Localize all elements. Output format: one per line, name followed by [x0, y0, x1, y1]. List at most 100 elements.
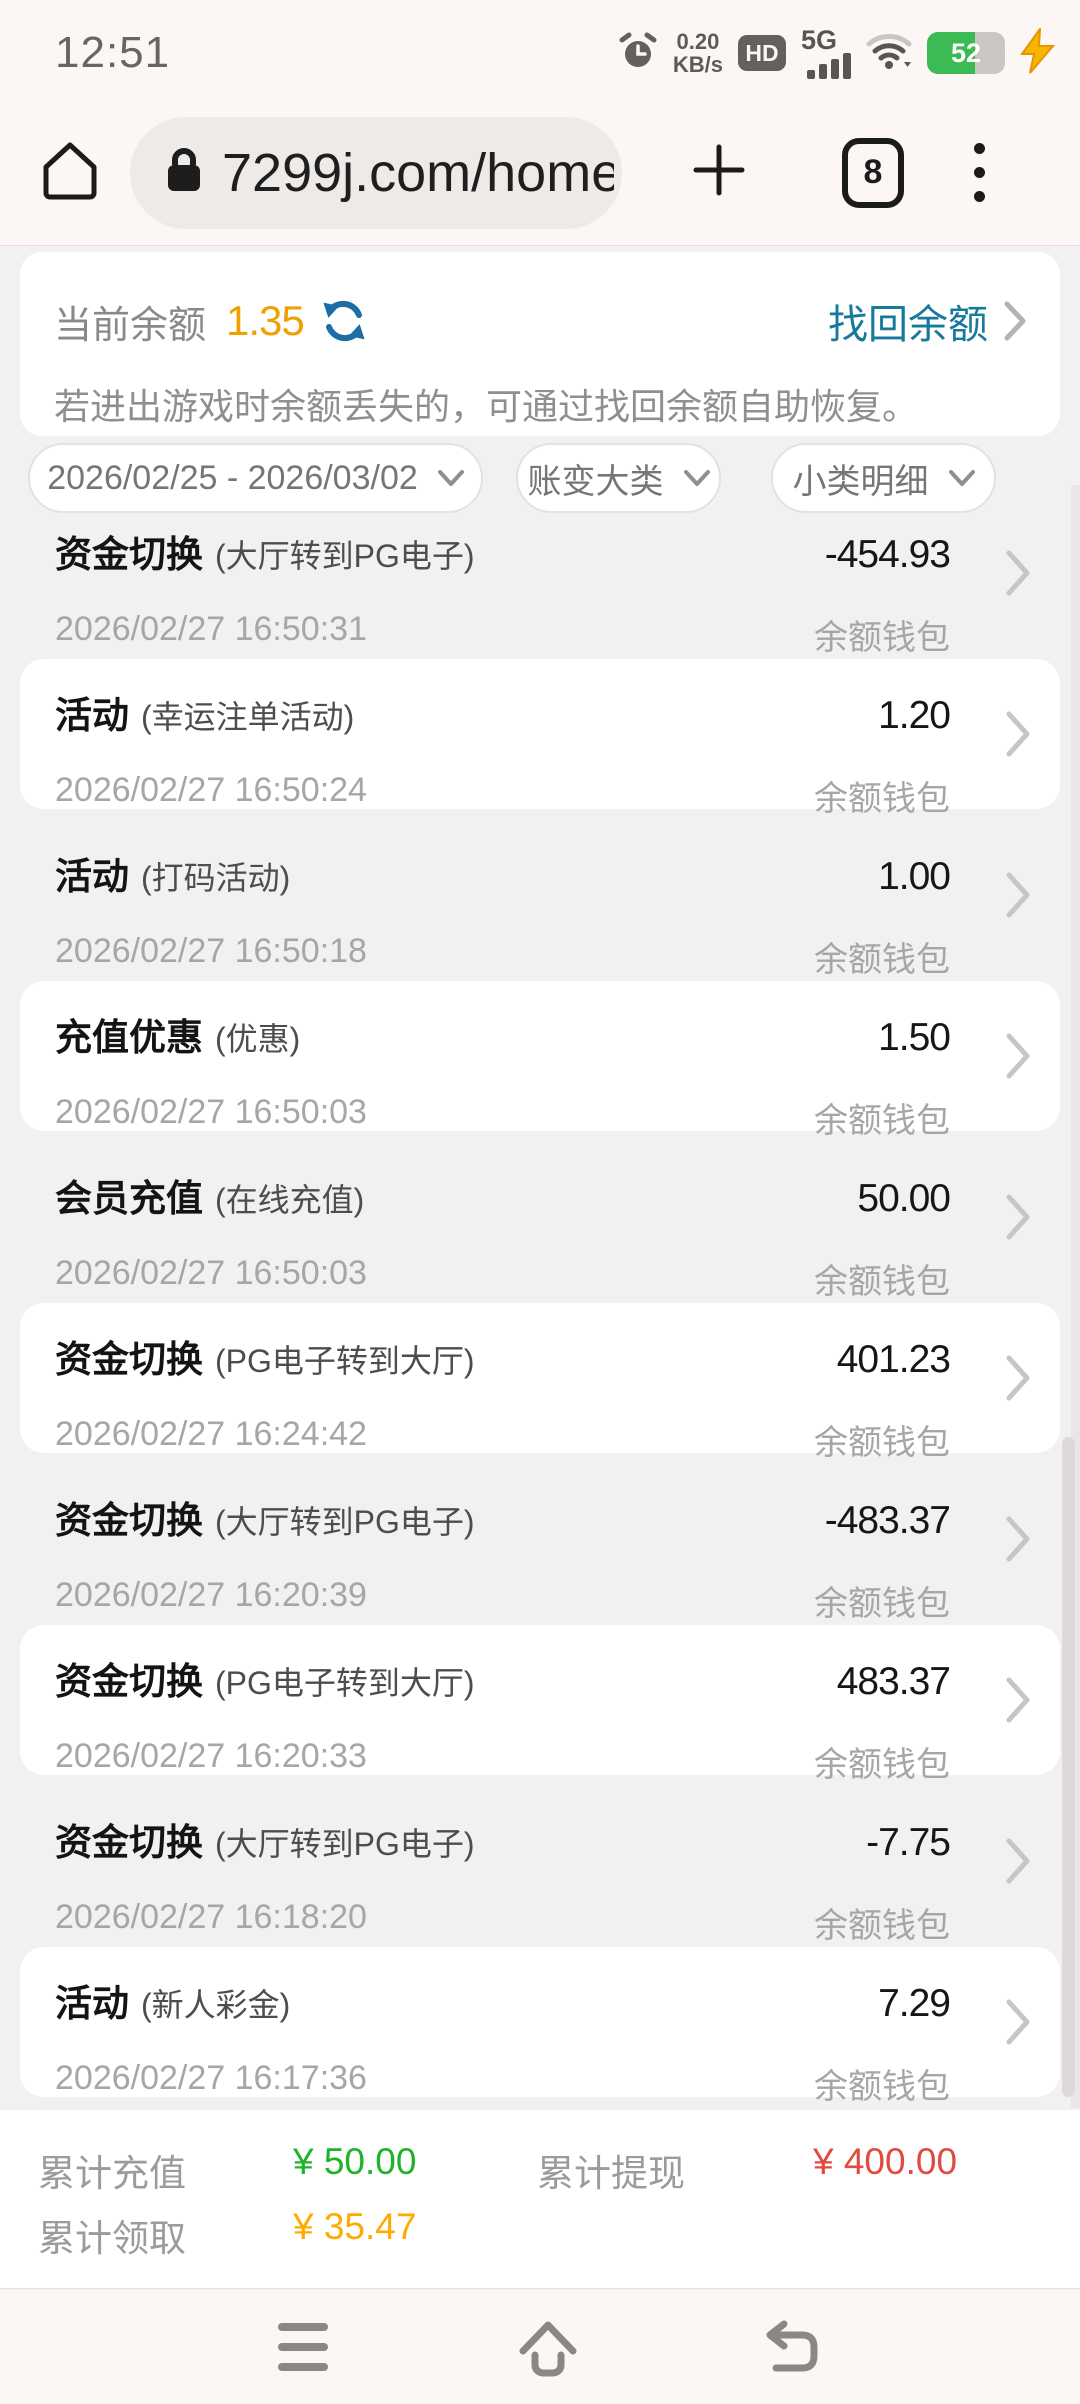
chevron-right-icon [1006, 1999, 1030, 2045]
status-time: 12:51 [55, 28, 171, 77]
total-deposit-label: 累计充值 [38, 2153, 186, 2194]
txn-amount: 1.00 [878, 855, 951, 898]
txn-subtype: (新人彩金) [141, 1987, 291, 2023]
transaction-row[interactable]: 资金切换 (大厅转到PG电子) -7.75 2026/02/27 16:18:2… [20, 1786, 1060, 1945]
refresh-balance-icon[interactable] [320, 297, 368, 345]
chevron-right-icon [1006, 1033, 1030, 1079]
txn-wallet: 余额钱包 [814, 1263, 950, 1301]
total-withdraw-value: ¥ 400.00 [813, 2141, 958, 2182]
balance-card: 当前余额 1.35 找回余额 若进出游戏时余额丢失的，可通过找回余额自助恢复。 [20, 252, 1060, 436]
txn-amount: 1.20 [878, 694, 951, 737]
txn-type: 资金切换 [55, 1500, 203, 1541]
nav-back-icon[interactable] [760, 2320, 822, 2374]
txn-type: 资金切换 [55, 534, 203, 575]
scrollbar-thumb[interactable] [1062, 1437, 1075, 2097]
txn-datetime: 2026/02/27 16:24:42 [55, 1415, 367, 1453]
browser-toolbar: 7299j.com/home 8 [0, 100, 1080, 245]
transaction-row[interactable]: 活动 (幸运注单活动) 1.20 2026/02/27 16:50:24 余额钱… [20, 659, 1060, 818]
totals-summary: 累计充值 ¥ 50.00 累计提现 ¥ 400.00 累计领取 ¥ 35.47 [0, 2110, 1080, 2289]
txn-wallet: 余额钱包 [814, 1102, 950, 1140]
txn-amount: 7.29 [878, 1982, 951, 2025]
chevron-right-icon [1006, 1355, 1030, 1401]
txn-amount: 50.00 [857, 1177, 951, 1220]
system-nav-bar [0, 2290, 1080, 2404]
browser-home-button[interactable] [40, 139, 100, 206]
txn-datetime: 2026/02/27 16:20:39 [55, 1576, 367, 1614]
txn-subtype: (PG电子转到大厅) [215, 1343, 475, 1379]
network-speed: 0.20 KB/s [672, 29, 723, 77]
txn-wallet: 余额钱包 [814, 1585, 950, 1623]
txn-subtype: (幸运注单活动) [141, 699, 355, 735]
total-withdraw-label: 累计提现 [537, 2153, 685, 2194]
chevron-right-icon [1006, 1677, 1030, 1723]
txn-amount: 483.37 [836, 1660, 951, 1703]
chevron-right-icon [1006, 550, 1030, 596]
txn-amount: -483.37 [824, 1499, 951, 1542]
txn-amount: -7.75 [866, 1821, 951, 1864]
new-tab-button[interactable] [688, 139, 750, 206]
txn-datetime: 2026/02/27 16:18:20 [55, 1898, 367, 1936]
battery-icon: 52 [927, 32, 1005, 74]
txn-wallet: 余额钱包 [814, 1746, 950, 1784]
balance-label: 当前余额 [54, 304, 207, 347]
chevron-right-icon [1006, 1516, 1030, 1562]
chevron-right-icon [1006, 872, 1030, 918]
txn-subtype: (在线充值) [215, 1182, 365, 1218]
txn-datetime: 2026/02/27 16:50:03 [55, 1254, 367, 1292]
txn-wallet: 余额钱包 [814, 1907, 950, 1945]
transaction-row[interactable]: 资金切换 (PG电子转到大厅) 483.37 2026/02/27 16:20:… [20, 1625, 1060, 1784]
txn-subtype: (大厅转到PG电子) [215, 1504, 475, 1540]
subcategory-filter[interactable]: 小类明细 [771, 443, 996, 513]
chevron-right-icon [1006, 711, 1030, 757]
address-bar[interactable]: 7299j.com/home [130, 116, 622, 229]
lock-icon [166, 147, 202, 198]
transaction-row[interactable]: 充值优惠 (优惠) 1.50 2026/02/27 16:50:03 余额钱包 [20, 981, 1060, 1140]
tab-count: 8 [863, 153, 883, 191]
transaction-row[interactable]: 资金切换 (大厅转到PG电子) -454.93 2026/02/27 16:50… [20, 531, 1060, 657]
txn-type: 活动 [55, 856, 129, 897]
transaction-row[interactable]: 资金切换 (大厅转到PG电子) -483.37 2026/02/27 16:20… [20, 1464, 1060, 1623]
txn-datetime: 2026/02/27 16:50:03 [55, 1093, 367, 1131]
txn-datetime: 2026/02/27 16:50:18 [55, 932, 367, 970]
tab-switcher-button[interactable]: 8 [842, 137, 904, 208]
transaction-row[interactable]: 活动 (新人彩金) 7.29 2026/02/27 16:17:36 余额钱包 [20, 1947, 1060, 2106]
txn-subtype: (打码活动) [141, 860, 291, 896]
status-bar: 12:51 0.20 KB/s HD 5G [0, 0, 1080, 100]
total-claim-value: ¥ 35.47 [293, 2206, 417, 2247]
nav-menu-icon[interactable] [278, 2323, 328, 2371]
txn-subtype: (大厅转到PG电子) [215, 538, 475, 574]
txn-type: 资金切换 [55, 1661, 203, 1702]
txn-type: 充值优惠 [55, 1017, 203, 1058]
transaction-row[interactable]: 会员充值 (在线充值) 50.00 2026/02/27 16:50:03 余额… [20, 1142, 1060, 1301]
transaction-row[interactable]: 活动 (打码活动) 1.00 2026/02/27 16:50:18 余额钱包 [20, 820, 1060, 979]
category-filter[interactable]: 账变大类 [516, 443, 721, 513]
transaction-row[interactable]: 资金切换 (PG电子转到大厅) 401.23 2026/02/27 16:24:… [20, 1303, 1060, 1462]
txn-wallet: 余额钱包 [814, 1424, 950, 1462]
balance-tip: 若进出游戏时余额丢失的，可通过找回余额自助恢复。 [54, 386, 919, 427]
txn-datetime: 2026/02/27 16:20:33 [55, 1737, 367, 1775]
nav-home-icon[interactable] [515, 2317, 581, 2377]
txn-wallet: 余额钱包 [814, 780, 950, 818]
url-text: 7299j.com/home [222, 142, 614, 203]
txn-subtype: (大厅转到PG电子) [215, 1826, 475, 1862]
txn-type: 活动 [55, 1983, 129, 2024]
charging-bolt-icon [1020, 25, 1056, 79]
browser-menu-button[interactable] [964, 133, 995, 212]
balance-amount: 1.35 [226, 297, 305, 344]
alarm-icon [618, 31, 658, 76]
txn-wallet: 余额钱包 [814, 619, 950, 657]
chevron-right-icon [1006, 1838, 1030, 1884]
transaction-list[interactable]: 资金切换 (大厅转到PG电子) -454.93 2026/02/27 16:50… [0, 531, 1080, 2108]
txn-amount: 1.50 [878, 1016, 951, 1059]
txn-wallet: 余额钱包 [814, 941, 950, 979]
wifi-icon [866, 32, 912, 75]
txn-datetime: 2026/02/27 16:50:31 [55, 610, 367, 648]
total-claim-label: 累计领取 [38, 2218, 186, 2259]
recover-balance-link[interactable]: 找回余额 [828, 292, 1026, 350]
txn-datetime: 2026/02/27 16:50:24 [55, 771, 367, 809]
chevron-right-icon [1006, 1194, 1030, 1240]
txn-type: 资金切换 [55, 1339, 203, 1380]
date-range-filter[interactable]: 2026/02/25 - 2026/03/02 [28, 443, 483, 513]
txn-type: 会员充值 [55, 1178, 203, 1219]
signal-icon: 5G [801, 27, 851, 79]
